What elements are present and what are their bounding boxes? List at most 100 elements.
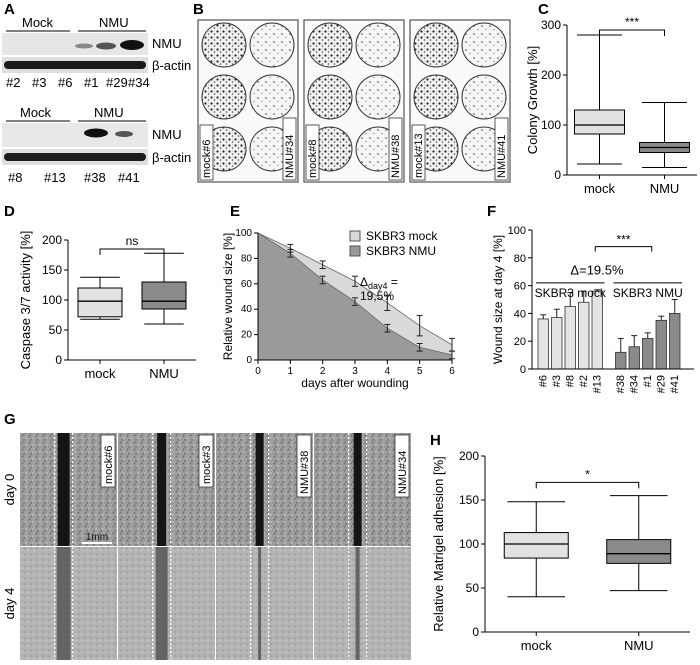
panel-label-h: H [430, 432, 441, 449]
bar [642, 338, 654, 370]
plate-well [249, 74, 295, 120]
y-axis-label: Relative wound size [%] [221, 233, 235, 360]
x-axis-label: days after wounding [301, 376, 408, 390]
panel-label-f: F [487, 203, 496, 220]
wound-gap [155, 547, 168, 660]
column-label-box [296, 434, 312, 498]
wound-gap [157, 433, 167, 546]
column-label: mock#3 [201, 445, 213, 484]
box-mock [77, 287, 123, 318]
blot1-lane-labels: #2 #3 #6 #1 #29 #34 [6, 75, 150, 90]
blot1-actin-label: β-actin [152, 58, 191, 73]
blot2-actin-label: β-actin [152, 150, 191, 165]
panel-label-e: E [230, 203, 240, 220]
plate-label-box [411, 124, 426, 181]
wound-gap [255, 433, 264, 546]
bar [655, 319, 667, 370]
y-tick-label: 0 [472, 625, 479, 639]
legend-swatch [349, 230, 361, 242]
box-NMU [141, 281, 187, 310]
lane-label: #6 [58, 75, 72, 90]
wound-gap [258, 547, 262, 660]
x-tick-label: #1 [642, 375, 654, 387]
blot2-band [84, 128, 108, 138]
y-axis-label: Colony Growth [%] [525, 46, 540, 154]
plate-label-nmu: NMU#41 [496, 135, 508, 178]
y-tick-label: 0 [55, 353, 62, 367]
lane-label: #34 [128, 75, 150, 90]
y-tick-label: 60 [241, 279, 253, 290]
blot2-actin-band [4, 153, 146, 161]
x-tick-label: 1 [288, 366, 294, 377]
group-label-nmu: SKBR3 NMU [613, 286, 683, 300]
plate-label-box [494, 117, 509, 181]
y-tick-label: 50 [49, 323, 63, 337]
plate-well [249, 22, 295, 68]
y-tick-label: 80 [514, 253, 526, 265]
blot2-band [115, 131, 133, 137]
blot2-lane-labels: #8 #13 #38 #41 [8, 170, 140, 185]
lane-label: #38 [84, 170, 106, 185]
blot1-group-nmu: NMU [99, 15, 129, 30]
panel-label-c: C [538, 1, 549, 18]
x-tick-label: #8 [564, 375, 576, 387]
lane-label: #8 [8, 170, 22, 185]
y-tick-label: 100 [42, 293, 62, 307]
significance-bracket [99, 248, 165, 255]
panel-label-g: G [4, 411, 16, 428]
delta-label: Δday4 = [360, 275, 398, 291]
y-axis-label: Caspase 3/7 activity [%] [18, 231, 33, 370]
delta-label: Δ=19.5% [570, 263, 624, 278]
column-label-box [394, 434, 410, 498]
x-tick-label: 4 [385, 366, 391, 377]
x-tick-label: NMU [624, 638, 654, 653]
x-tick-label: #13 [591, 375, 603, 393]
wound-gap [57, 433, 70, 546]
significance-label: ns [126, 234, 139, 248]
bar [669, 312, 681, 370]
panel-a: A Mock NMU NMU β-actin #2 #3 #6 #1 #29 #34 Mo… [2, 1, 191, 185]
x-tick-label: 6 [449, 366, 455, 377]
blot2-group-mock: Mock [20, 105, 52, 120]
panel-e: E 0 20 40 60 80 100 0 1 2 3 4 5 6 days after wounding… [221, 203, 455, 390]
y-tick-label: 200 [42, 233, 62, 247]
x-tick-label: #29 [655, 375, 667, 393]
lane-label: #13 [44, 170, 66, 185]
y-tick-label: 20 [241, 330, 253, 341]
y-tick-label: 20 [514, 336, 526, 348]
y-axis-label: Relative Matrigel adhesion [%] [431, 456, 446, 632]
plate-well [307, 74, 353, 120]
lane-label: #41 [118, 170, 140, 185]
blot1-nmu-label: NMU [152, 36, 182, 51]
bar [615, 351, 627, 370]
plate-well [461, 22, 507, 68]
x-tick-label: NMU [149, 366, 179, 381]
x-tick-label: mock [521, 638, 553, 653]
y-tick-label: 300 [541, 18, 561, 32]
wound-gap [353, 433, 362, 546]
box-mock [574, 109, 625, 135]
plate-well [307, 22, 353, 68]
column-label-box [198, 434, 214, 488]
blot1-band [120, 40, 144, 50]
lane-label: #29 [106, 75, 128, 90]
column-label-box [100, 434, 116, 488]
panel-b: B mock#6 NMU#34 mock#8 NMU#38 mock#13 NMU#41 [193, 1, 511, 183]
plate-well [201, 74, 247, 120]
bar [551, 317, 563, 370]
x-tick-label: 5 [417, 366, 423, 377]
plate-well [413, 22, 459, 68]
y-tick-label: 200 [459, 449, 479, 463]
significance-bracket [594, 246, 653, 252]
row-label: day 4 [2, 588, 17, 620]
wound-gap [56, 547, 71, 660]
y-tick-label: 50 [466, 581, 480, 595]
row-label: day 0 [2, 474, 17, 506]
y-tick-label: 0 [554, 168, 561, 182]
plate-well [461, 74, 507, 120]
legend-label: SKBR3 NMU [366, 244, 436, 258]
plate-label-box [388, 117, 403, 181]
y-tick-label: 150 [459, 493, 479, 507]
lane-label: #2 [6, 75, 20, 90]
